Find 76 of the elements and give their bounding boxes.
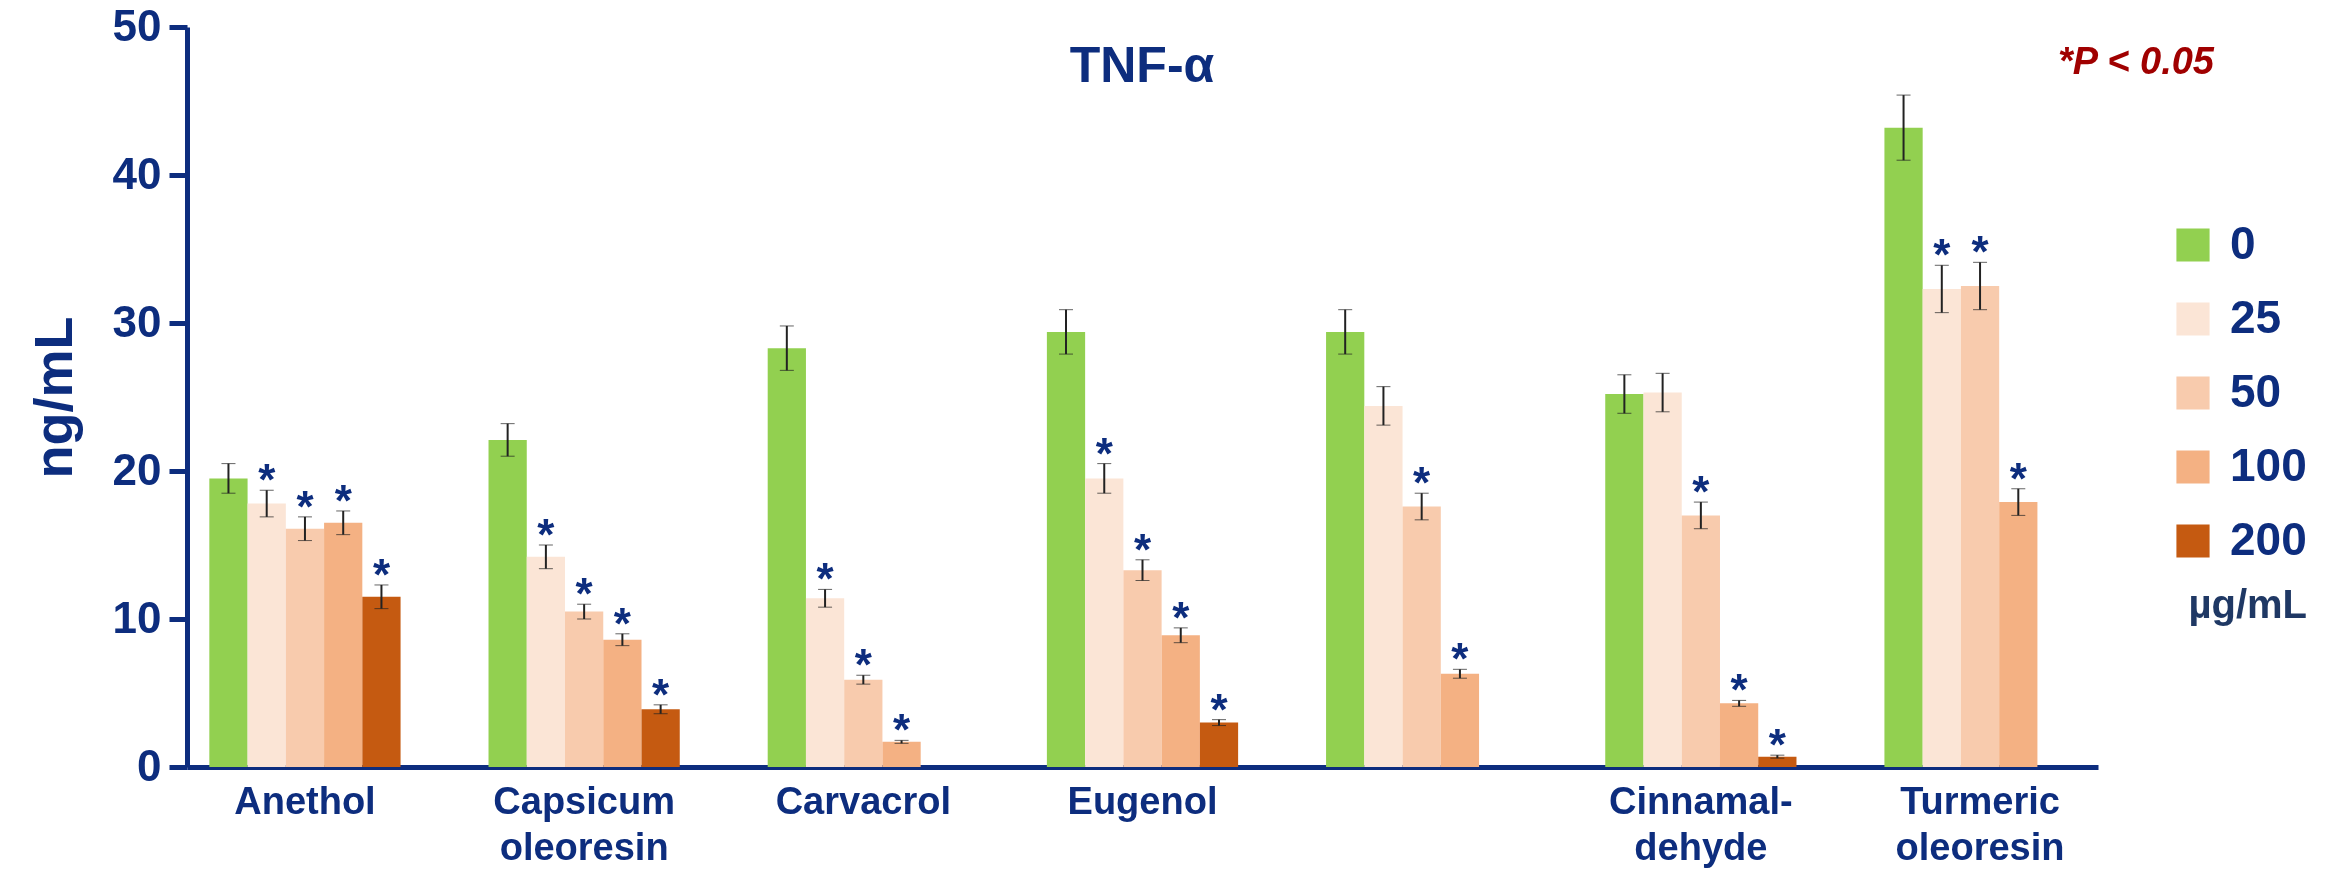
bar (1643, 392, 1682, 767)
bar (1364, 405, 1403, 767)
bar (565, 611, 604, 767)
bar (1123, 570, 1162, 767)
data-label: * (1730, 665, 1749, 715)
x-tick-label: Capsicum oleoresin (493, 779, 675, 868)
bar (324, 522, 363, 767)
chart-title: TNF-α (1069, 37, 1215, 93)
x-tick-label: Anethol (234, 779, 376, 822)
bar (1199, 722, 1239, 767)
y-tick-label: 20 (112, 444, 162, 494)
legend-label: 100 (2230, 439, 2307, 491)
y-tick-label: 10 (112, 592, 162, 642)
bar (209, 478, 248, 767)
x-tick-label: Turmeric oleoresin (1895, 779, 2065, 868)
data-label: * (1933, 230, 1952, 280)
data-label: * (1133, 524, 1152, 574)
annotation: *P < 0.05 (2058, 40, 2215, 82)
bar (247, 503, 286, 767)
legend-title: µg/mL (2188, 582, 2307, 626)
bar (1922, 288, 1961, 767)
data-label: * (1768, 720, 1787, 770)
x-tick-label: Carvacrol (775, 779, 951, 822)
data-label: * (2009, 453, 2028, 503)
data-label: * (296, 481, 315, 531)
data-label: * (537, 510, 556, 559)
x-tick-label: Eugenol (1067, 779, 1218, 822)
data-label: * (816, 554, 835, 604)
bar (1719, 703, 1759, 767)
bar (882, 741, 921, 767)
data-label: * (372, 549, 391, 599)
y-tick-label: 30 (112, 296, 162, 346)
y-tick-label: 0 (137, 740, 162, 790)
bar (362, 596, 401, 767)
bar (1605, 394, 1644, 767)
bar (805, 598, 845, 767)
bar (1402, 506, 1441, 767)
legend-label: 50 (2230, 365, 2282, 417)
data-label: * (1971, 227, 1990, 277)
data-label: * (1172, 592, 1191, 642)
bar (767, 348, 806, 767)
bar (526, 556, 566, 767)
y-tick-label: 50 (112, 0, 162, 50)
bar (285, 528, 325, 767)
bar (1085, 478, 1124, 767)
y-axis-title: ng/mL (22, 316, 83, 479)
data-label: * (334, 475, 353, 525)
data-label: * (1451, 634, 1470, 684)
bar (1440, 673, 1480, 767)
data-label: * (575, 569, 594, 619)
data-label: * (854, 640, 873, 690)
data-label: * (258, 455, 277, 505)
bar (844, 679, 883, 767)
bar (1681, 515, 1720, 767)
bar (488, 439, 527, 767)
legend-label: 0 (2230, 217, 2256, 269)
data-label: * (652, 669, 671, 719)
bar (1758, 756, 1797, 767)
bar (1161, 635, 1200, 767)
legend-label: 200 (2230, 513, 2307, 565)
data-label: * (1413, 458, 1432, 508)
legend-label: 25 (2230, 291, 2282, 343)
bar (1326, 331, 1365, 767)
data-label: * (1095, 428, 1114, 478)
data-label: * (613, 598, 632, 648)
y-tick-label: 40 (112, 148, 162, 198)
bar (1046, 331, 1086, 767)
bar (1884, 127, 1923, 767)
bar (1960, 286, 2000, 767)
bar (603, 639, 642, 767)
bar (641, 709, 680, 767)
x-tick-label: Cinnamal-dehyde (1609, 779, 1793, 868)
data-label: * (1210, 684, 1229, 734)
data-label: * (1692, 467, 1711, 517)
data-label: * (893, 705, 911, 755)
bar (1999, 502, 2038, 767)
